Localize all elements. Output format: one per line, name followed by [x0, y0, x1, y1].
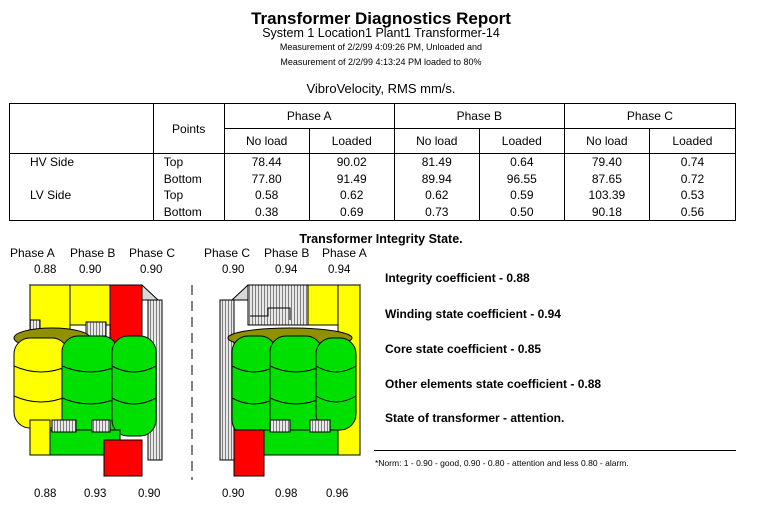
phase-a-winding — [13, 337, 69, 429]
table-cell: 0.62 — [425, 188, 449, 202]
table-cell: 0.73 — [425, 204, 449, 219]
laminations-icon — [269, 419, 291, 433]
table-cell: 90.02 — [336, 155, 367, 169]
table-cell: 79.40 — [591, 155, 622, 169]
left-bottom-coef-b: 0.93 — [84, 488, 107, 500]
table-cell: 91.49 — [336, 171, 367, 186]
table-cell: 90.18 — [591, 204, 622, 219]
laminations-icon — [91, 419, 111, 433]
left-phase-a-label: Phase A — [10, 246, 55, 260]
hv-side-label: HV Side — [30, 155, 75, 169]
right-bottom-coef-a: 0.96 — [326, 488, 349, 500]
subheader-no-load: No load — [393, 128, 480, 154]
left-top-coef-b: 0.90 — [79, 264, 102, 276]
left-phase-c-label: Phase C — [129, 246, 176, 260]
point-label: Bottom — [163, 204, 202, 219]
table-cell: 0.69 — [340, 204, 364, 219]
transformer-diagrams — [13, 284, 362, 480]
table-cell: 0.50 — [510, 204, 534, 219]
norm-divider — [374, 450, 736, 451]
table-cell: 103.39 — [588, 188, 626, 202]
left-bottom-coef-a: 0.88 — [34, 488, 57, 500]
right-bottom-coef-c: 0.90 — [222, 488, 245, 500]
core-yoke-bottom — [263, 429, 339, 456]
phase-b-header: Phase B — [393, 103, 565, 129]
right-top-coef-a: 0.94 — [328, 264, 351, 276]
table-cell: 0.38 — [255, 204, 279, 219]
subheader-no-load: No load — [223, 128, 310, 154]
phase-b-no-load-values: 81.49 89.94 0.62 0.73 — [393, 153, 480, 221]
report-subtitle: System 1 Location1 Plant1 Transformer-14 — [262, 26, 500, 40]
point-label: Top — [163, 188, 184, 202]
left-top-coef-c: 0.90 — [140, 264, 163, 276]
subheader-loaded: Loaded — [308, 128, 395, 154]
left-bottom-coef-c: 0.90 — [138, 488, 161, 500]
table-cell: 0.72 — [680, 171, 705, 186]
measurement-line-1: Measurement of 2/2/99 4:09:26 PM, Unload… — [279, 42, 483, 52]
table-cell: 0.64 — [510, 155, 534, 169]
table-cell: 89.94 — [421, 171, 452, 186]
core-state-coefficient: Core state coefficient - 0.85 — [385, 342, 542, 356]
point-labels: Top Bottom Top Bottom — [152, 153, 225, 221]
winding-state-coefficient: Winding state coefficient - 0.94 — [385, 307, 561, 321]
table-cell: 0.56 — [680, 204, 705, 219]
table-cell: 0.53 — [680, 188, 705, 202]
phase-a-header: Phase A — [223, 103, 395, 129]
right-top-coef-b: 0.94 — [275, 264, 298, 276]
right-bottom-coef-b: 0.98 — [275, 488, 298, 500]
measurement-line-2: Measurement of 2/2/99 4:13:24 PM loaded … — [280, 57, 482, 67]
table-cell: 0.58 — [255, 188, 279, 202]
subheader-loaded: Loaded — [648, 128, 737, 154]
left-phase-b-label: Phase B — [70, 246, 116, 260]
norm-footnote: *Norm: 1 - 0.90 - good, 0.90 - 0.80 - at… — [375, 458, 629, 468]
transformer-left-view — [13, 284, 163, 477]
left-top-coef-a: 0.88 — [34, 264, 57, 276]
table-cell: 0.59 — [510, 188, 534, 202]
phase-a-winding — [315, 337, 357, 431]
integrity-coefficient: Integrity coefficient - 0.88 — [385, 271, 530, 285]
point-label: Top — [163, 155, 184, 169]
right-top-coef-c: 0.90 — [222, 264, 245, 276]
units-label: VibroVelocity, RMS mm/s. — [306, 81, 456, 96]
phase-c-winding — [111, 335, 157, 437]
lv-side-label: LV Side — [30, 188, 72, 202]
other-elements-coefficient: Other elements state coefficient - 0.88 — [385, 377, 602, 391]
phase-b-loaded-values: 0.64 96.55 0.59 0.50 — [478, 153, 565, 221]
transformer-state: State of transformer - attention. — [385, 411, 565, 425]
phase-a-no-load-values: 78.44 77.80 0.58 0.38 — [223, 153, 310, 221]
phase-c-yoke-bottom — [233, 429, 265, 477]
table-cell: 77.80 — [251, 171, 282, 186]
point-label: Bottom — [163, 171, 202, 186]
phase-c-no-load-values: 79.40 87.65 103.39 90.18 — [563, 153, 650, 221]
side-header-cell — [9, 103, 154, 154]
table-cell: 0.62 — [340, 188, 364, 202]
phase-b-yoke — [69, 284, 111, 326]
table-cell: 0.74 — [680, 155, 705, 169]
laminations-icon — [247, 284, 309, 326]
points-header: Points — [152, 103, 225, 154]
phase-c-winding — [231, 335, 277, 437]
subheader-loaded: Loaded — [478, 128, 565, 154]
table-cell: 81.49 — [421, 155, 452, 169]
right-phase-c-label: Phase C — [204, 246, 251, 260]
phase-c-loaded-values: 0.74 0.72 0.53 0.56 — [648, 153, 737, 221]
laminations-icon — [51, 419, 77, 433]
right-phase-a-label: Phase A — [322, 246, 367, 260]
phase-c-header: Phase C — [563, 103, 737, 129]
laminations-icon — [309, 419, 331, 433]
phase-c-yoke-bottom — [103, 439, 143, 477]
table-cell: 78.44 — [251, 155, 282, 169]
report-title: Transformer Diagnostics Report — [251, 9, 511, 28]
transformer-right-view — [219, 284, 362, 477]
phase-a-loaded-values: 90.02 91.49 0.62 0.69 — [308, 153, 395, 221]
phase-a-yoke — [307, 284, 339, 326]
vibration-table: Points Phase A Phase B Phase C No load L… — [9, 103, 737, 221]
table-cell: 87.65 — [591, 171, 622, 186]
table-cell: 96.55 — [506, 171, 537, 186]
side-labels: HV Side LV Side — [9, 153, 154, 221]
right-phase-b-label: Phase B — [264, 246, 310, 260]
subheader-no-load: No load — [563, 128, 650, 154]
integrity-title: Transformer Integrity State. — [299, 232, 463, 246]
laminations-icon — [85, 321, 107, 337]
